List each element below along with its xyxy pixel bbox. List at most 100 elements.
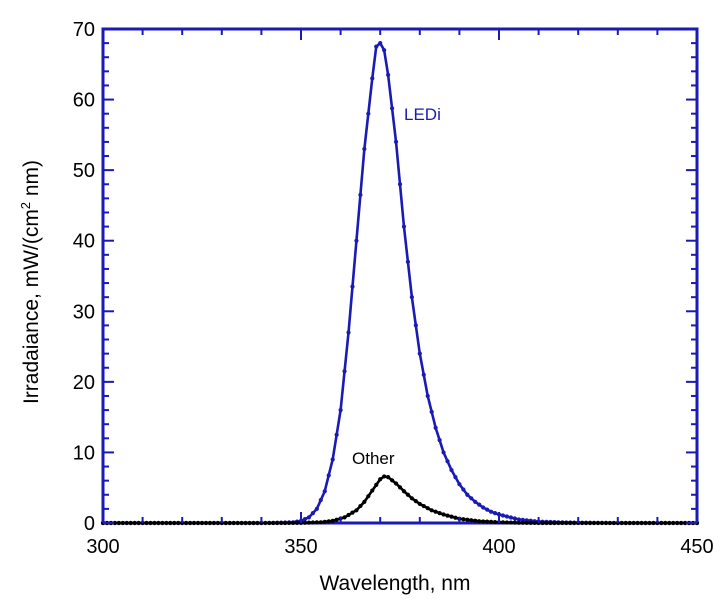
y-tick-label: 70 xyxy=(73,19,95,41)
data-point-other xyxy=(623,520,628,526)
data-point-ledi xyxy=(492,511,498,516)
data-point-other xyxy=(275,520,280,526)
data-point-other xyxy=(283,520,288,526)
data-point-ledi xyxy=(500,513,506,518)
data-point-other xyxy=(231,520,236,526)
data-point-other xyxy=(425,506,430,511)
data-point-other xyxy=(342,515,347,520)
data-point-ledi xyxy=(421,372,426,377)
data-point-other xyxy=(504,520,510,525)
data-point-ledi xyxy=(314,506,319,511)
data-point-other xyxy=(227,520,232,526)
data-point-ledi xyxy=(354,238,359,243)
data-point-other xyxy=(663,520,668,526)
data-point-ledi xyxy=(358,192,363,197)
data-point-ledi xyxy=(437,437,442,443)
y-tick-label: 10 xyxy=(73,442,95,464)
data-point-other xyxy=(469,518,474,523)
data-point-other xyxy=(473,518,478,523)
data-point-other xyxy=(492,519,498,525)
data-point-other xyxy=(580,520,585,526)
data-point-other xyxy=(271,520,276,526)
x-tick-label: 400 xyxy=(482,536,515,558)
data-point-ledi xyxy=(374,44,379,49)
data-point-ledi xyxy=(350,284,355,289)
data-point-ledi xyxy=(382,48,387,53)
series-line-other xyxy=(103,475,697,525)
data-point-other xyxy=(520,520,525,525)
data-point-ledi xyxy=(488,509,494,514)
data-point-ledi xyxy=(326,473,331,478)
data-point-other xyxy=(310,520,315,525)
data-point-other xyxy=(477,519,482,524)
data-point-other xyxy=(132,520,137,526)
x-tick-label: 450 xyxy=(680,536,713,558)
data-point-ledi xyxy=(445,459,450,464)
data-point-other xyxy=(176,520,181,526)
data-point-other xyxy=(667,520,672,526)
data-point-other xyxy=(548,520,553,526)
data-point-other xyxy=(267,520,272,526)
data-point-other xyxy=(599,520,605,526)
data-point-other xyxy=(302,520,308,525)
data-point-other xyxy=(235,520,240,526)
data-point-ledi xyxy=(306,515,312,520)
data-point-other xyxy=(314,520,319,525)
data-point-ledi xyxy=(485,507,490,512)
data-point-other xyxy=(587,520,593,526)
data-point-other xyxy=(528,520,533,525)
data-point-other xyxy=(326,519,331,524)
y-tick-label: 40 xyxy=(73,231,95,253)
data-point-ledi xyxy=(386,72,391,77)
data-point-ledi xyxy=(465,492,470,497)
data-point-other xyxy=(279,520,284,526)
data-point-other xyxy=(156,520,161,526)
data-point-ledi xyxy=(322,489,327,494)
data-point-ledi xyxy=(366,111,371,116)
data-point-other xyxy=(306,520,312,525)
data-point-other xyxy=(619,520,624,526)
data-point-ledi xyxy=(469,496,474,501)
data-point-other xyxy=(239,520,244,526)
data-point-other xyxy=(366,494,371,499)
data-point-other xyxy=(330,518,335,523)
data-point-other xyxy=(544,520,549,526)
data-point-other xyxy=(350,510,355,515)
data-point-ledi xyxy=(512,516,517,521)
data-point-other xyxy=(572,520,577,526)
data-point-other xyxy=(647,520,652,526)
data-point-ledi xyxy=(504,514,510,519)
data-point-other xyxy=(389,478,395,483)
data-point-other xyxy=(485,519,490,524)
data-point-ledi xyxy=(516,517,521,522)
data-point-ledi xyxy=(302,517,308,522)
data-point-other xyxy=(683,520,688,526)
data-point-other xyxy=(627,520,632,526)
series-line-ledi xyxy=(103,41,697,525)
series-points-other xyxy=(100,474,700,526)
data-point-other xyxy=(516,520,521,525)
data-point-other xyxy=(215,520,220,526)
data-point-other xyxy=(671,520,676,526)
data-point-other xyxy=(437,511,442,516)
data-point-other xyxy=(441,512,446,517)
data-point-other xyxy=(160,520,165,526)
data-point-other xyxy=(346,512,351,518)
data-point-other xyxy=(401,489,407,494)
data-point-other xyxy=(639,520,644,526)
data-point-other xyxy=(199,520,205,526)
data-point-other xyxy=(461,517,466,522)
data-point-other xyxy=(112,520,117,526)
data-point-other xyxy=(184,520,189,526)
data-point-other xyxy=(168,520,173,526)
data-point-other xyxy=(207,520,213,526)
data-point-ledi xyxy=(389,106,395,111)
data-point-ledi xyxy=(457,482,462,487)
data-point-ledi xyxy=(449,467,454,473)
data-point-other xyxy=(512,520,517,525)
annotation-ledi: LEDi xyxy=(404,105,441,124)
data-point-other xyxy=(508,520,513,525)
x-axis-title: Wavelength, nm xyxy=(320,572,471,595)
data-point-other xyxy=(405,492,411,497)
